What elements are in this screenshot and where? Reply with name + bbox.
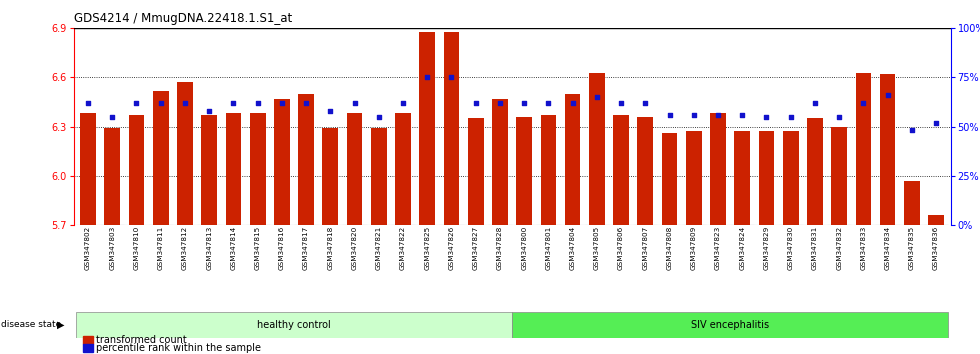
Bar bbox=[856, 73, 871, 225]
Point bbox=[444, 75, 460, 80]
Bar bbox=[512, 312, 949, 338]
Point bbox=[808, 100, 823, 106]
Point bbox=[564, 100, 580, 106]
Bar bbox=[516, 117, 532, 225]
Point bbox=[274, 100, 290, 106]
Point bbox=[128, 100, 144, 106]
Bar bbox=[686, 131, 702, 225]
Bar bbox=[492, 99, 508, 225]
Point bbox=[419, 75, 435, 80]
Point bbox=[298, 100, 314, 106]
Bar bbox=[564, 94, 580, 225]
Text: transformed count: transformed count bbox=[96, 335, 187, 345]
Bar bbox=[322, 128, 338, 225]
Bar bbox=[128, 115, 144, 225]
Point bbox=[322, 108, 338, 114]
Bar bbox=[347, 114, 363, 225]
Bar bbox=[153, 91, 169, 225]
Bar bbox=[613, 115, 629, 225]
Bar bbox=[759, 131, 774, 225]
Point bbox=[734, 112, 750, 118]
Point bbox=[80, 100, 96, 106]
Bar bbox=[75, 312, 512, 338]
Point bbox=[589, 94, 605, 100]
Text: percentile rank within the sample: percentile rank within the sample bbox=[96, 343, 261, 353]
Bar bbox=[541, 115, 557, 225]
Text: GDS4214 / MmugDNA.22418.1.S1_at: GDS4214 / MmugDNA.22418.1.S1_at bbox=[74, 12, 292, 25]
Bar bbox=[201, 115, 217, 225]
Point bbox=[347, 100, 363, 106]
Point bbox=[880, 92, 896, 98]
Bar bbox=[904, 181, 919, 225]
Bar bbox=[467, 118, 483, 225]
Bar bbox=[808, 118, 823, 225]
Point bbox=[371, 114, 387, 120]
Point bbox=[395, 100, 411, 106]
Bar bbox=[880, 74, 896, 225]
Point bbox=[662, 112, 677, 118]
Point bbox=[153, 100, 169, 106]
Bar bbox=[395, 114, 411, 225]
Bar bbox=[734, 131, 750, 225]
Text: SIV encephalitis: SIV encephalitis bbox=[691, 320, 769, 330]
Bar bbox=[225, 114, 241, 225]
Point bbox=[492, 100, 508, 106]
Point bbox=[783, 114, 799, 120]
Text: healthy control: healthy control bbox=[257, 320, 331, 330]
Bar bbox=[589, 73, 605, 225]
Point bbox=[856, 100, 871, 106]
Point bbox=[250, 100, 266, 106]
Point bbox=[928, 120, 944, 125]
Point bbox=[686, 112, 702, 118]
Text: disease state: disease state bbox=[1, 320, 61, 329]
Bar bbox=[105, 128, 121, 225]
Point bbox=[541, 100, 557, 106]
Point bbox=[516, 100, 532, 106]
Point bbox=[759, 114, 774, 120]
Bar bbox=[419, 32, 435, 225]
Point bbox=[105, 114, 121, 120]
Bar bbox=[177, 82, 193, 225]
Point bbox=[831, 114, 847, 120]
Bar bbox=[274, 99, 290, 225]
Point bbox=[201, 108, 217, 114]
Point bbox=[467, 100, 483, 106]
Bar bbox=[637, 117, 654, 225]
Bar bbox=[80, 114, 96, 225]
Bar bbox=[370, 128, 387, 225]
Bar bbox=[783, 131, 799, 225]
Point bbox=[637, 100, 653, 106]
Point bbox=[177, 100, 193, 106]
Bar bbox=[831, 127, 847, 225]
Bar bbox=[250, 114, 266, 225]
Text: ▶: ▶ bbox=[57, 320, 65, 330]
Bar bbox=[928, 215, 944, 225]
Point bbox=[710, 112, 726, 118]
Bar bbox=[662, 133, 677, 225]
Bar bbox=[298, 94, 314, 225]
Point bbox=[225, 100, 241, 106]
Point bbox=[904, 128, 919, 133]
Point bbox=[613, 100, 629, 106]
Bar bbox=[710, 114, 726, 225]
Bar bbox=[444, 32, 460, 225]
